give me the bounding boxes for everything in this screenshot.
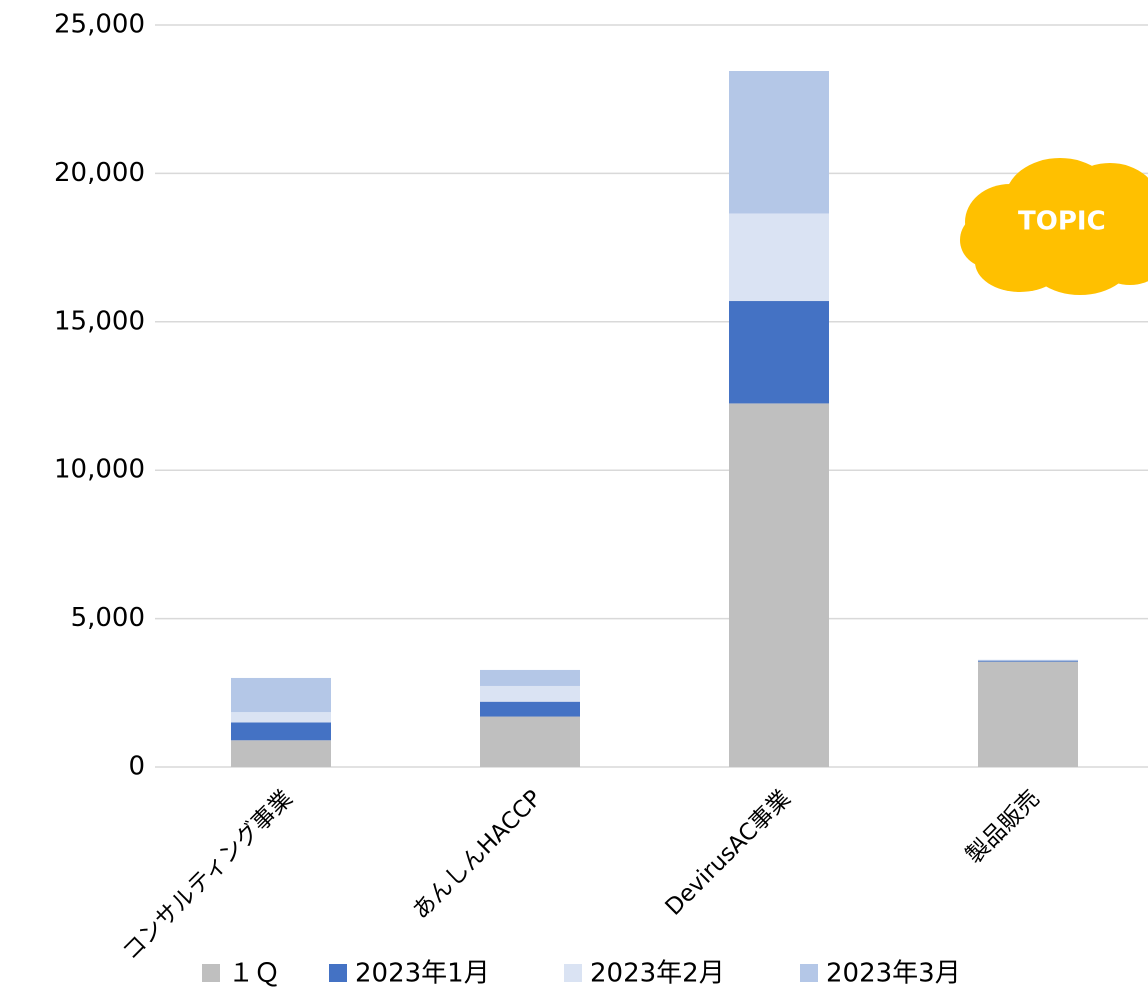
y-tick-label: 0 (128, 752, 145, 782)
bar-segment (480, 702, 580, 717)
legend-label: 2023年2月 (590, 959, 725, 989)
bar-segment (231, 712, 331, 722)
bar-segment (480, 686, 580, 702)
annotation: TOPIC (1018, 207, 1106, 237)
legend-swatch (800, 964, 818, 982)
x-tick-label: 製品販売 (961, 785, 1044, 868)
bar-segment (729, 301, 829, 403)
y-tick-label: 5,000 (71, 603, 145, 633)
bar-segment (978, 662, 1078, 767)
bar-segment (231, 678, 331, 712)
x-tick-label: あんしんHACCP (408, 785, 547, 924)
bar-segment (729, 403, 829, 767)
y-tick-label: 10,000 (54, 455, 145, 485)
x-tick-label: コンサルティング事業 (118, 785, 298, 965)
plot: 0 5,000 10,000 15,000 20,000 25,000 コンサルティング事業… (54, 10, 1148, 989)
legend-swatch (329, 964, 347, 982)
legend-label: １Ｑ (228, 959, 280, 989)
bar-segment (480, 670, 580, 686)
bar-segment (480, 717, 580, 767)
legend-label: 2023年1月 (355, 959, 490, 989)
topic-cloud: TOPIC (960, 158, 1148, 295)
y-tick-label: 15,000 (54, 306, 145, 336)
x-tick-label: DevirusAC事業 (661, 785, 796, 920)
legend-swatch (564, 964, 582, 982)
bar-segment (729, 71, 829, 213)
bar-segment (729, 213, 829, 301)
bar-segment (231, 740, 331, 767)
bar-segment (978, 660, 1078, 661)
chart: 0 5,000 10,000 15,000 20,000 25,000 コンサルティング事業… (0, 0, 1148, 996)
legend-swatch (202, 964, 220, 982)
legend-label: 2023年3月 (826, 959, 961, 989)
y-tick-label: 20,000 (54, 158, 145, 188)
bar-segment (978, 661, 1078, 662)
y-tick-label: 25,000 (54, 10, 145, 40)
bar-segment (231, 722, 331, 740)
